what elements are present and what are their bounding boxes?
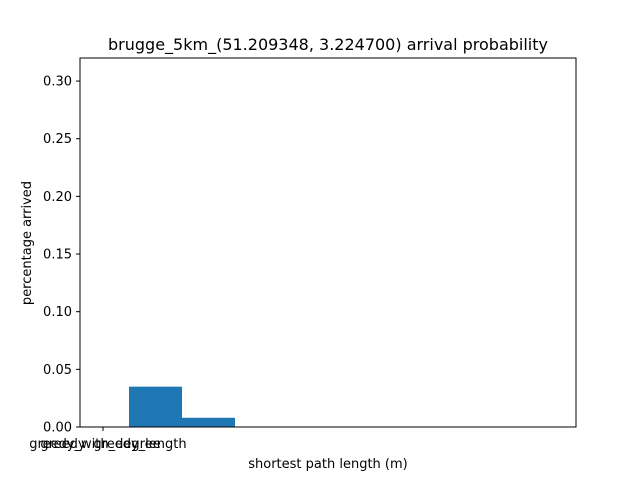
x-tick-label-greedy_with_degree: greedy_with_degree [29,437,160,452]
y-tick-label: 0.20 [43,190,72,205]
chart-title: brugge_5km_(51.209348, 3.224700) arrival… [108,35,548,55]
bar-greedy_length [182,417,235,427]
y-tick-label: 0.25 [43,132,72,147]
plot-frame [79,57,577,428]
y-axis-label: percentage arrived [20,181,35,305]
bar-greedy_with_degree [129,386,182,427]
y-tick-label: 0.15 [43,248,72,263]
y-tick-label: 0.05 [43,363,72,378]
x-axis-label: shortest path length (m) [248,457,407,472]
x-tick-label-greedy_length: greedy_length [93,437,186,452]
x-tick-label-greedy: greedy [40,437,86,452]
y-tick-label: 0.30 [43,75,72,90]
y-tick-label: 0.10 [43,305,72,320]
plot-area: 0.000.050.100.150.200.250.30greedygreedy… [29,57,577,452]
y-tick-label: 0.00 [43,421,72,436]
